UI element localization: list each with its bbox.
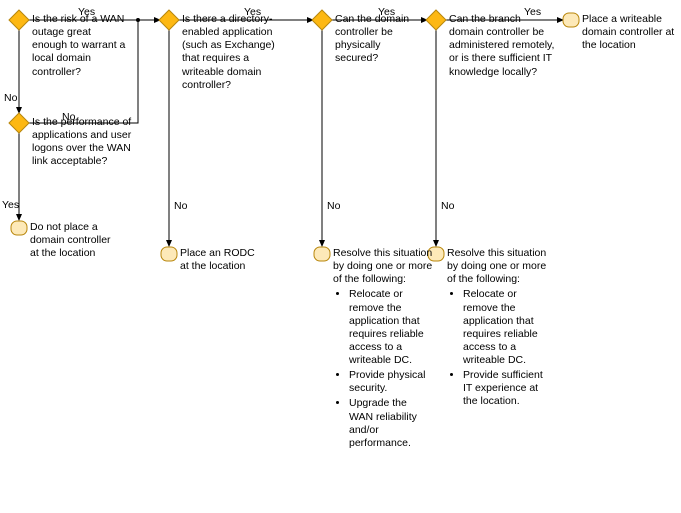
t4-lead: Resolve this situation by doing one or m… [333,247,432,285]
edge-d2-no: No [174,200,187,213]
decision-d3 [312,10,332,30]
t4-bullet: Upgrade the WAN reliability and/or perfo… [349,397,433,450]
terminal-t1 [563,13,579,27]
edge-d1-yes: Yes [78,6,95,19]
decision-d5 [9,113,29,133]
edge-d5-yes: Yes [2,199,19,212]
d3-text: Can the domain controller be physically … [335,13,415,66]
t5-list: Relocate or remove the application that … [447,288,547,408]
d5-text: Is the performance of applications and u… [32,116,132,169]
terminal-t2 [11,221,27,235]
decision-d4 [426,10,446,30]
t5-bullet: Provide sufficient IT experience at the … [463,369,547,408]
t4-bullet: Provide physical security. [349,369,433,395]
d2-text: Is there a directory-enabled application… [182,13,294,92]
t4-text: Resolve this situation by doing one or m… [333,247,433,452]
t3-text: Place an RODC at the location [180,247,260,273]
t5-text: Resolve this situation by doing one or m… [447,247,547,411]
edge-d4-no: No [441,200,454,213]
t4-bullet: Relocate or remove the application that … [349,288,433,367]
edge-d5-no: No [62,111,75,124]
edge-d4-yes: Yes [524,6,541,19]
d4-text: Can the branch domain controller be admi… [449,13,555,79]
edge-d3-no: No [327,200,340,213]
decision-d1 [9,10,29,30]
t5-lead: Resolve this situation by doing one or m… [447,247,546,285]
t2-text: Do not place a domain controller at the … [30,221,120,260]
flowchart-canvas: Is the risk of a WAN outage great enough… [0,0,681,513]
terminal-t4 [314,247,330,261]
t5-bullet: Relocate or remove the application that … [463,288,547,367]
edge-d2-yes: Yes [244,6,261,19]
terminal-t3 [161,247,177,261]
edge-d3-yes: Yes [378,6,395,19]
decision-d2 [159,10,179,30]
t4-list: Relocate or remove the application that … [333,288,433,450]
t1-text: Place a writeable domain controller at t… [582,13,676,52]
d1-text: Is the risk of a WAN outage great enough… [32,13,128,79]
edge-d1-no: No [4,92,17,105]
